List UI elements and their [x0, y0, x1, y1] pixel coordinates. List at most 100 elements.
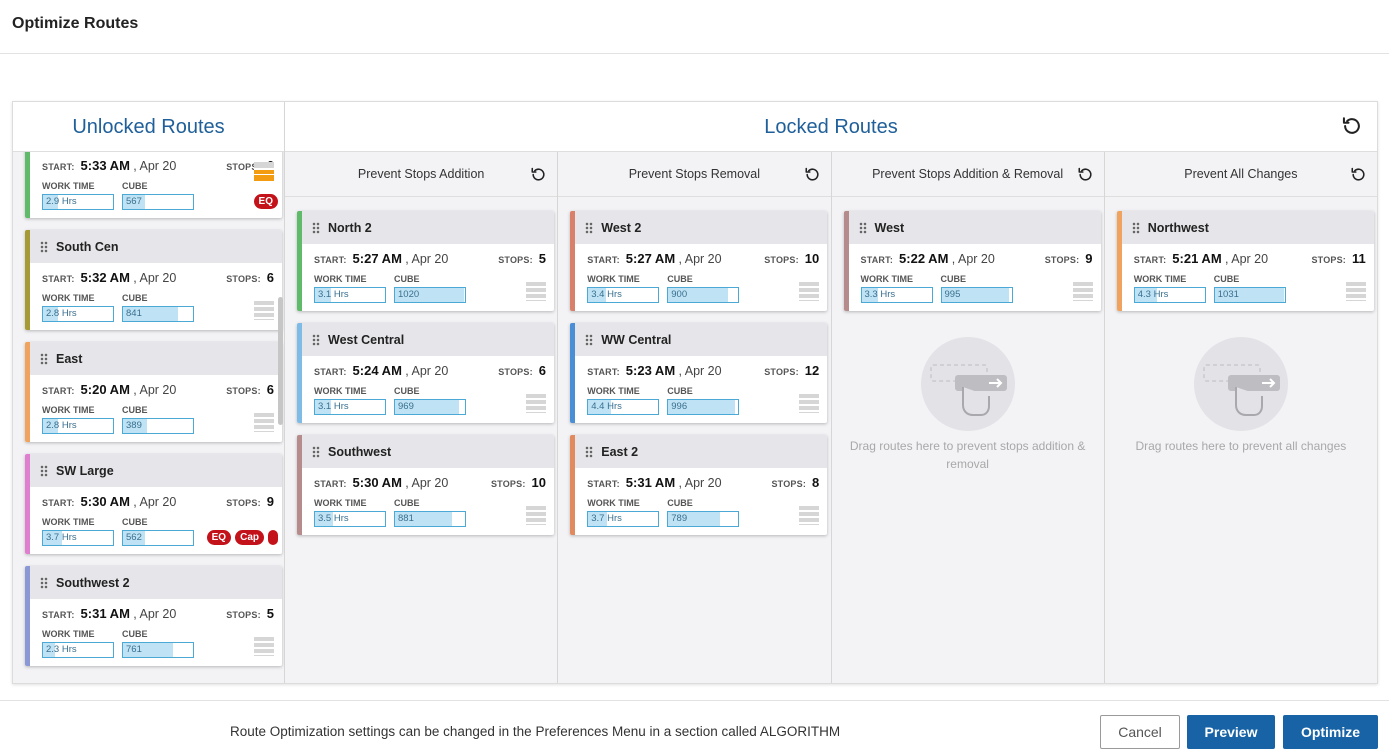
- locked-column-body: North 2 START: 5:27 AM , Apr 20 STOPS: 5 WORK…: [285, 197, 557, 535]
- cube-bar: 761: [122, 642, 194, 658]
- cancel-button[interactable]: Cancel: [1100, 715, 1180, 749]
- cube-value: 995: [944, 289, 961, 300]
- stops-number: 9: [266, 494, 274, 509]
- drag-handle-icon[interactable]: [312, 333, 320, 346]
- locked-routes-panel: Locked Routes Prevent Stops Addition Nort…: [285, 102, 1377, 683]
- stops-list-icon[interactable]: [254, 637, 274, 656]
- route-card-header[interactable]: Southwest 2: [25, 566, 282, 599]
- locked-column[interactable]: Prevent Stops Removal West 2 START: 5:27 AM…: [558, 152, 832, 683]
- stops-list-icon[interactable]: [254, 301, 274, 320]
- drag-handle-icon[interactable]: [858, 221, 867, 234]
- route-card[interactable]: Southwest 2 START: 5:31 AM , Apr 20 STOPS: 5…: [25, 566, 282, 666]
- cube-bar: 995: [940, 287, 1013, 303]
- locked-column-header: Prevent All Changes: [1104, 152, 1377, 197]
- work-time-bar: 3.7 Hrs: [42, 530, 114, 546]
- route-badge[interactable]: EQ: [206, 530, 232, 545]
- route-card[interactable]: South Cen START: 5:32 AM , Apr 20 STOPS: 6 WO…: [25, 230, 282, 330]
- stops-count: STOPS: 9: [1045, 251, 1093, 266]
- drag-handle-icon[interactable]: [40, 240, 48, 253]
- route-card[interactable]: West 2 START: 5:27 AM , Apr 20 STOPS: 10 WORK…: [570, 211, 828, 311]
- stops-label: STOPS:: [226, 386, 261, 396]
- drag-handle-icon[interactable]: [585, 333, 594, 346]
- route-card[interactable]: Southwest START: 5:30 AM , Apr 20 STOPS: 10 W…: [297, 435, 554, 535]
- unlocked-scrollbar[interactable]: [278, 297, 283, 425]
- locked-column-body: West START: 5:22 AM , Apr 20 STOPS: 9 WORK TI…: [832, 197, 1104, 473]
- stops-list-icon[interactable]: [526, 282, 546, 301]
- stops-list-icon[interactable]: [799, 506, 820, 525]
- drag-handle-icon[interactable]: [585, 445, 594, 458]
- reset-icon[interactable]: [1341, 115, 1363, 137]
- drag-handle-icon[interactable]: [585, 221, 594, 234]
- route-metrics-labels: WORK TIME CUBE: [861, 274, 967, 284]
- route-card[interactable]: East START: 5:20 AM , Apr 20 STOPS: 6 WORK TI…: [25, 342, 282, 442]
- start-label: START:: [314, 479, 347, 489]
- start-label: START:: [587, 367, 620, 377]
- drag-handle-icon[interactable]: [312, 221, 320, 234]
- cube-value: 900: [671, 289, 688, 300]
- stops-list-icon[interactable]: [799, 282, 820, 301]
- stops-list-icon[interactable]: [1072, 282, 1093, 301]
- stops-label: STOPS:: [498, 255, 533, 265]
- drag-handle-icon[interactable]: [40, 576, 48, 589]
- cube-value: 841: [126, 308, 142, 319]
- drag-handle-icon[interactable]: [40, 352, 48, 365]
- reset-icon[interactable]: [1077, 166, 1094, 183]
- locked-column[interactable]: Prevent Stops Addition & Removal West STAR…: [831, 152, 1105, 683]
- route-card[interactable]: West START: 5:22 AM , Apr 20 STOPS: 9 WORK TI…: [843, 211, 1101, 311]
- route-card-header[interactable]: West 2: [570, 211, 828, 244]
- route-badge[interactable]: Cap: [235, 530, 264, 545]
- drop-zone[interactable]: Drag routes here to prevent stops additi…: [844, 337, 1104, 473]
- start-time: 5:21 AM: [1172, 251, 1222, 266]
- stops-number: 5: [266, 606, 274, 621]
- drag-handle-icon[interactable]: [312, 445, 320, 458]
- route-card-header[interactable]: East: [25, 342, 282, 375]
- optimize-button[interactable]: Optimize: [1283, 715, 1378, 749]
- route-card-header[interactable]: West Central: [297, 323, 554, 356]
- route-badge[interactable]: [268, 530, 278, 545]
- reset-icon[interactable]: [530, 166, 547, 183]
- locked-column[interactable]: Prevent Stops Addition North 2 START: 5:27 …: [285, 152, 559, 683]
- stops-label: STOPS:: [226, 274, 261, 284]
- unlocked-routes-list[interactable]: START: 5:33 AM , Apr 20 STOPS: 6 WORK TIME CU…: [13, 152, 284, 683]
- route-card[interactable]: Northwest START: 5:21 AM , Apr 20 STOPS: 11 W…: [1116, 211, 1374, 311]
- route-card[interactable]: North 2 START: 5:27 AM , Apr 20 STOPS: 5 WORK…: [297, 211, 554, 311]
- stops-list-icon[interactable]: [1345, 282, 1366, 301]
- work-time-bar: 3.3 Hrs: [860, 287, 933, 303]
- route-card-header[interactable]: Northwest: [1116, 211, 1374, 244]
- start-time: 5:32 AM: [80, 270, 130, 285]
- route-card-header[interactable]: North 2: [297, 211, 554, 244]
- stops-list-icon[interactable]: [526, 506, 546, 525]
- route-card-header[interactable]: West: [843, 211, 1101, 244]
- reset-icon[interactable]: [1350, 166, 1367, 183]
- route-card-header[interactable]: WW Central: [570, 323, 828, 356]
- locked-column-title: Prevent Stops Addition & Removal: [872, 167, 1064, 181]
- locked-column[interactable]: Prevent All Changes Northwest START: 5:21 A…: [1104, 152, 1377, 683]
- stops-list-icon[interactable]: [799, 394, 820, 413]
- route-color-stripe: [25, 230, 30, 330]
- route-card-header[interactable]: East 2: [570, 435, 828, 468]
- start-time: 5:20 AM: [80, 382, 130, 397]
- drag-handle-icon[interactable]: [40, 464, 48, 477]
- preview-button[interactable]: Preview: [1187, 715, 1275, 749]
- stops-list-icon[interactable]: [254, 413, 274, 432]
- route-badge[interactable]: EQ: [253, 194, 278, 209]
- route-card[interactable]: WW Central START: 5:23 AM , Apr 20 STOPS: 12…: [570, 323, 828, 423]
- route-card-header[interactable]: South Cen: [25, 230, 282, 263]
- route-card-header[interactable]: Southwest: [297, 435, 554, 468]
- cube-label: CUBE: [667, 386, 693, 396]
- drag-handle-icon[interactable]: [1131, 221, 1140, 234]
- route-card[interactable]: SW Large START: 5:30 AM , Apr 20 STOPS: 9 WOR…: [25, 454, 282, 554]
- drop-zone[interactable]: Drag routes here to prevent all changes: [1117, 337, 1377, 455]
- work-time-label: WORK TIME: [1133, 274, 1187, 284]
- work-time-label: WORK TIME: [42, 181, 95, 191]
- route-card[interactable]: East 2 START: 5:31 AM , Apr 20 STOPS: 8 WORK …: [570, 435, 828, 535]
- stops-list-icon[interactable]: [254, 162, 274, 181]
- start-label: START:: [42, 162, 75, 172]
- route-color-stripe: [843, 211, 849, 311]
- stops-list-icon[interactable]: [526, 394, 546, 413]
- reset-icon[interactable]: [804, 166, 821, 183]
- route-start-row: START: 5:21 AM , Apr 20 STOPS: 11: [1134, 251, 1366, 266]
- route-card[interactable]: West Central START: 5:24 AM , Apr 20 STOPS:…: [297, 323, 554, 423]
- route-card-header[interactable]: SW Large: [25, 454, 282, 487]
